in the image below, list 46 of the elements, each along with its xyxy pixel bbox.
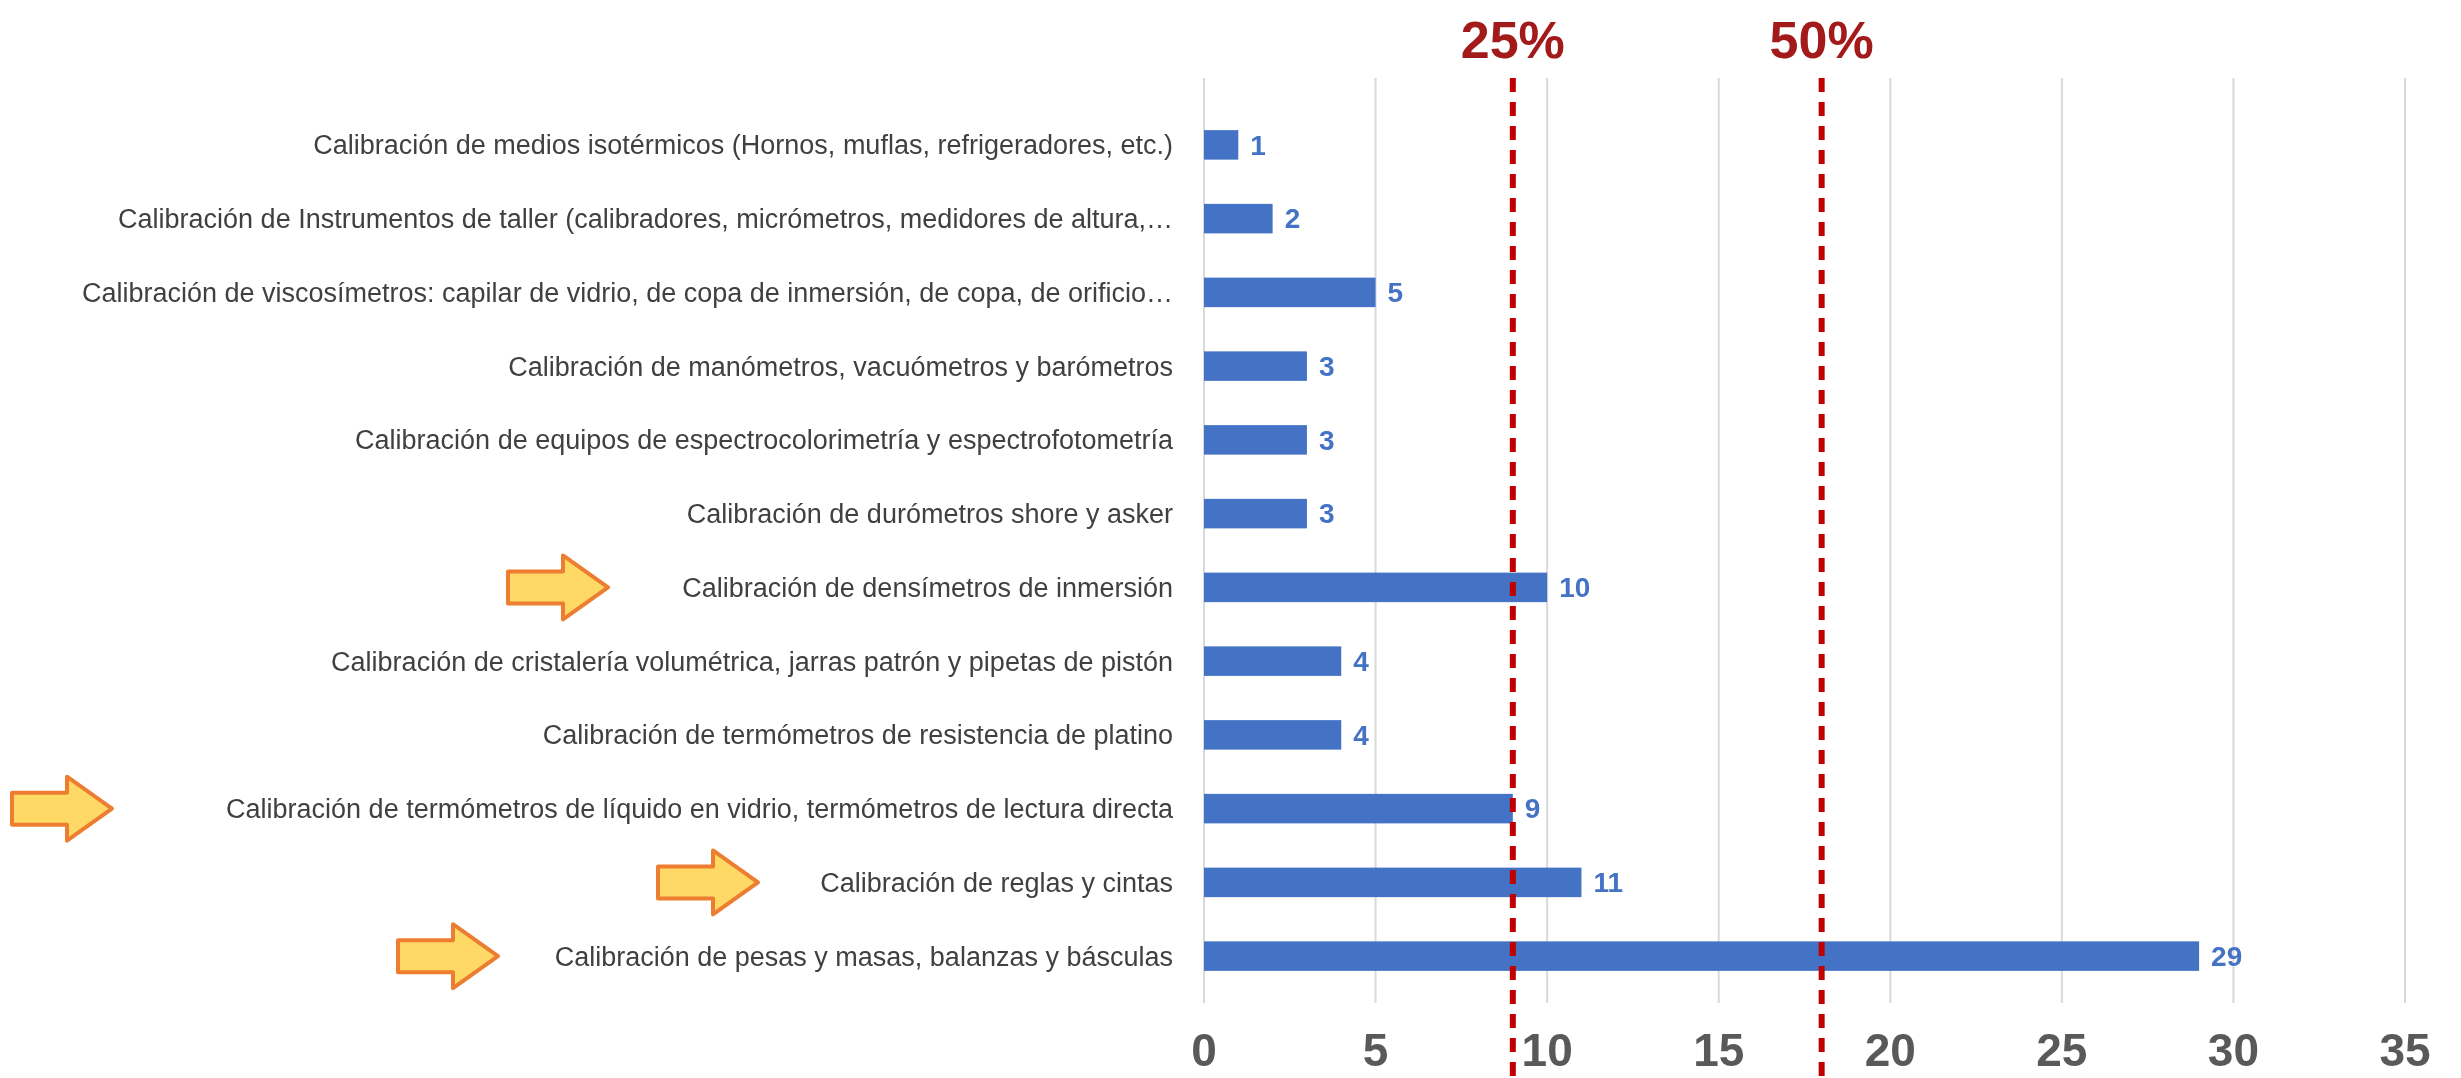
data-label: 10 bbox=[1559, 572, 1591, 604]
bar bbox=[1204, 425, 1307, 455]
bar bbox=[1204, 720, 1342, 750]
data-label: 4 bbox=[1353, 645, 1370, 677]
x-tick-label: 5 bbox=[1362, 1024, 1389, 1076]
data-label: 3 bbox=[1318, 350, 1335, 382]
bar bbox=[1204, 498, 1307, 529]
data-label: 4 bbox=[1353, 719, 1370, 751]
x-tick-label: 35 bbox=[2379, 1024, 2431, 1076]
y-tick-label: Calibración de termómetros de resistencia de platino bbox=[542, 720, 1173, 751]
y-tick-label: Calibración de Instrumentos de taller (calibradores, micrómetros, medidores de altura,… bbox=[118, 204, 1173, 235]
x-tick-label: 30 bbox=[2207, 1024, 2260, 1076]
y-tick-label: Calibración de equipos de espectrocolorimetría y espectrofotometría bbox=[355, 425, 1174, 456]
y-tick-label: Calibración de durómetros shore y asker bbox=[686, 499, 1173, 530]
bar bbox=[1204, 572, 1548, 603]
x-tick-label: 0 bbox=[1191, 1024, 1217, 1076]
x-tick-label: 10 bbox=[1521, 1024, 1573, 1076]
y-tick-label: Calibración de termómetros de líquido en vidrio, termómetros de lectura directa bbox=[226, 794, 1174, 825]
data-label: 2 bbox=[1284, 203, 1301, 235]
bar bbox=[1204, 867, 1582, 898]
bar bbox=[1204, 351, 1307, 381]
x-tick-label: 15 bbox=[1693, 1024, 1745, 1076]
bar bbox=[1204, 941, 2200, 971]
data-label: 5 bbox=[1387, 277, 1404, 309]
data-label: 29 bbox=[2211, 940, 2243, 972]
data-label: 1 bbox=[1250, 129, 1266, 161]
bar bbox=[1204, 130, 1239, 160]
x-tick-label: 20 bbox=[1864, 1024, 1916, 1076]
y-tick-label: Calibración de cristalería volumétrica, jarras patrón y pipetas de pistón bbox=[331, 646, 1173, 677]
y-tick-label: Calibración de manómetros, vacuómetros y barómetros bbox=[508, 351, 1173, 382]
bar bbox=[1204, 203, 1273, 234]
bar bbox=[1204, 646, 1342, 676]
y-tick-label: Calibración de reglas y cintas bbox=[820, 867, 1173, 898]
bar bbox=[1204, 277, 1376, 308]
y-tick-label: Calibración de densímetros de inmersión bbox=[682, 572, 1173, 603]
x-tick-label: 25 bbox=[2036, 1024, 2088, 1076]
y-tick-label: Calibración de viscosímetros: capilar de vidrio, de copa de inmersión, de copa, de orificio… bbox=[81, 277, 1173, 308]
data-label: 3 bbox=[1318, 424, 1335, 456]
data-label: 9 bbox=[1524, 793, 1541, 825]
text: 50% bbox=[1769, 11, 1874, 69]
y-tick-label: Calibración de medios isotérmicos (Hornos, muflas, refrigeradores, etc.) bbox=[313, 130, 1173, 161]
data-label: 3 bbox=[1318, 498, 1335, 530]
bar bbox=[1204, 793, 1513, 824]
text: 25% bbox=[1460, 11, 1565, 69]
y-tick-label: Calibración de pesas y masas, balanzas y básculas bbox=[554, 941, 1173, 972]
data-label: 11 bbox=[1593, 867, 1624, 899]
